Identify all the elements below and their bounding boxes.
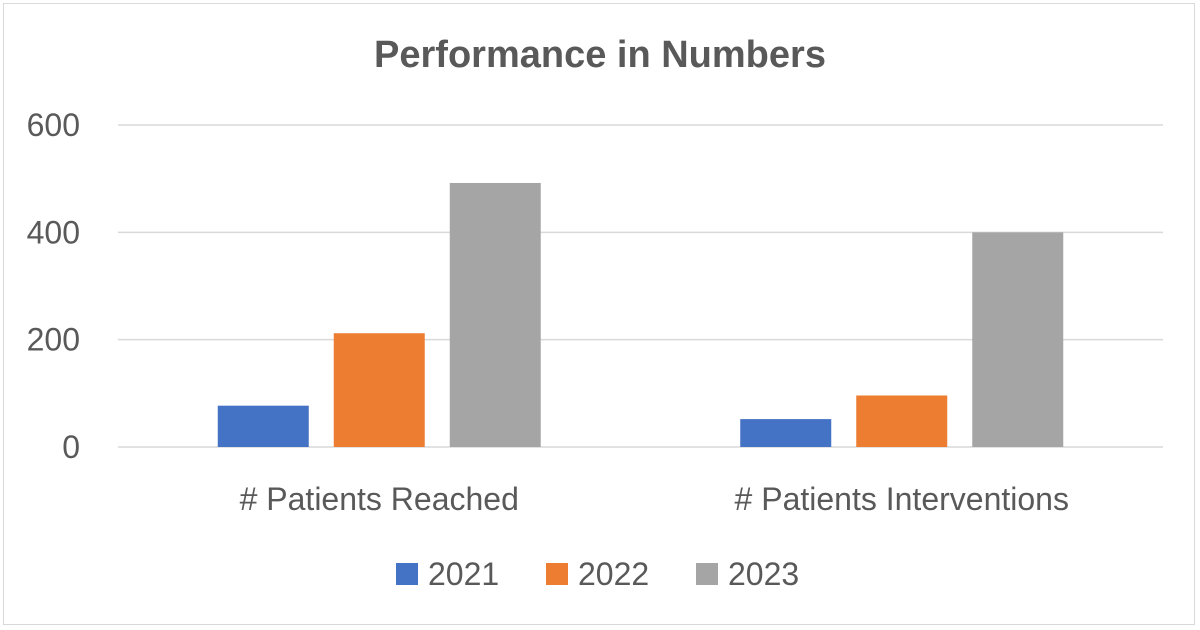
bar-2023-patients-interventions xyxy=(972,232,1064,447)
legend-label-2022: 2022 xyxy=(578,556,649,592)
x-axis-category-labels: # Patients Reached # Patients Interventio… xyxy=(240,481,1069,517)
bar-2023-patients-reached xyxy=(449,182,541,447)
legend-label-2021: 2021 xyxy=(428,556,499,592)
bar-2021-patients-interventions xyxy=(740,419,832,447)
bar-2022-patients-reached xyxy=(333,333,425,447)
x-category-label: # Patients Interventions xyxy=(735,481,1069,517)
y-tick-label: 400 xyxy=(27,214,80,250)
legend-label-2023: 2023 xyxy=(728,556,799,592)
bar-2022-patients-interventions xyxy=(856,395,948,447)
y-tick-label: 0 xyxy=(62,429,80,465)
y-tick-label: 600 xyxy=(27,107,80,143)
bars xyxy=(217,182,1064,447)
chart-title: Performance in Numbers xyxy=(374,34,826,76)
bar-2021-patients-reached xyxy=(217,405,309,447)
y-tick-label: 200 xyxy=(27,322,80,358)
legend-swatch-2023 xyxy=(696,563,718,585)
x-category-label: # Patients Reached xyxy=(240,481,519,517)
y-axis-tick-labels: 0 200 400 600 xyxy=(27,107,80,465)
legend-swatch-2021 xyxy=(396,563,418,585)
legend-swatch-2022 xyxy=(546,563,568,585)
legend: 2021 2022 2023 xyxy=(396,556,799,592)
